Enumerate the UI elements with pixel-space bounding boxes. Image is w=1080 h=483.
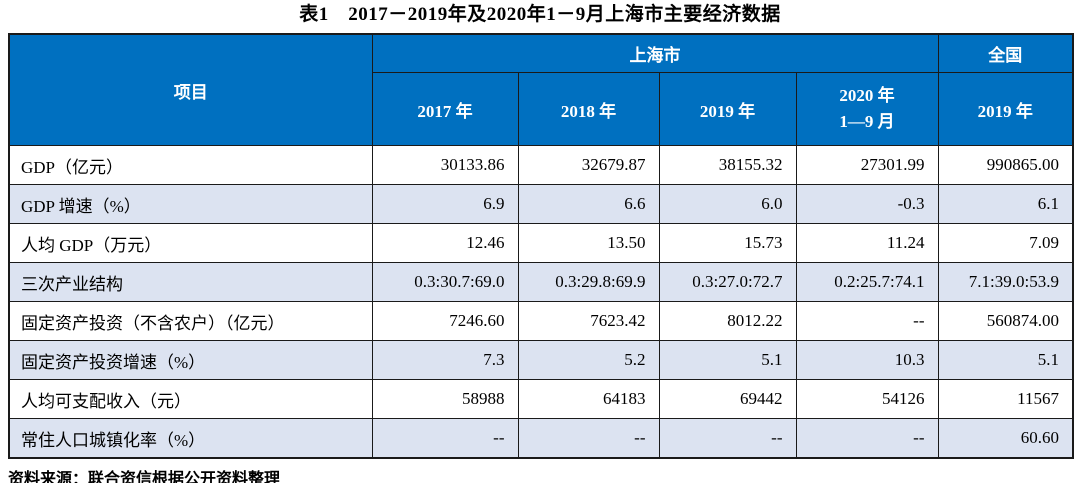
row-label: 常住人口城镇化率（%） <box>8 418 373 459</box>
cell-value: 10.3 <box>795 340 939 380</box>
row-label: 人均 GDP（万元） <box>8 223 373 263</box>
row-label: 固定资产投资增速（%） <box>8 340 373 380</box>
source-note: 资料来源：联合资信根据公开资料整理 <box>8 471 281 483</box>
cell-value: 6.1 <box>937 184 1074 224</box>
table-body: GDP（亿元） 30133.86 32679.87 38155.32 27301… <box>8 145 1074 459</box>
cell-value: 60.60 <box>937 418 1074 459</box>
cell-value: -- <box>371 418 519 459</box>
cell-value: 5.2 <box>517 340 660 380</box>
cell-value: 38155.32 <box>658 145 797 185</box>
header-row-groups: 项目 上海市 全国 <box>8 33 1074 146</box>
cell-value: 11.24 <box>795 223 939 263</box>
cell-value: 64183 <box>517 379 660 419</box>
header-year-2019: 2019 年 <box>658 72 797 146</box>
cell-value: 30133.86 <box>371 145 519 185</box>
table-row-gdp-growth: GDP 增速（%） 6.9 6.6 6.0 -0.3 6.1 <box>8 184 1074 224</box>
cell-value: 8012.22 <box>658 301 797 341</box>
table-row-fixed-asset-investment-growth: 固定资产投资增速（%） 7.3 5.2 5.1 10.3 5.1 <box>8 340 1074 380</box>
table-row-disposable-income: 人均可支配收入（元） 58988 64183 69442 54126 11567 <box>8 379 1074 419</box>
cell-value: -- <box>795 418 939 459</box>
table-row-gdp-per-capita: 人均 GDP（万元） 12.46 13.50 15.73 11.24 7.09 <box>8 223 1074 263</box>
table-header: 项目 上海市 全国 2017 年 2018 年 2019 年 2020 年 1—… <box>8 33 1074 146</box>
table-row-fixed-asset-investment: 固定资产投资（不含农户）（亿元） 7246.60 7623.42 8012.22… <box>8 301 1074 341</box>
cell-value: 27301.99 <box>795 145 939 185</box>
cell-value: 560874.00 <box>937 301 1074 341</box>
cell-value: 7246.60 <box>371 301 519 341</box>
cell-value: 15.73 <box>658 223 797 263</box>
cell-value: 7.3 <box>371 340 519 380</box>
table-title: 表1 2017－2019年及2020年1－9月上海市主要经济数据 <box>299 4 781 25</box>
cell-value: 0.3:30.7:69.0 <box>371 262 519 302</box>
cell-value: 5.1 <box>937 340 1074 380</box>
table-row-industry-structure: 三次产业结构 0.3:30.7:69.0 0.3:29.8:69.9 0.3:2… <box>8 262 1074 302</box>
cell-value: 6.9 <box>371 184 519 224</box>
header-year-2018: 2018 年 <box>517 72 660 146</box>
cell-value: 6.6 <box>517 184 660 224</box>
cell-value: 6.0 <box>658 184 797 224</box>
economic-data-table: 项目 上海市 全国 2017 年 2018 年 2019 年 2020 年 1—… <box>8 33 1074 459</box>
row-label: 人均可支配收入（元） <box>8 379 373 419</box>
cell-value: -- <box>658 418 797 459</box>
cell-value: -- <box>795 301 939 341</box>
cell-value: 32679.87 <box>517 145 660 185</box>
row-label: 三次产业结构 <box>8 262 373 302</box>
cell-value: -0.3 <box>795 184 939 224</box>
cell-value: 11567 <box>937 379 1074 419</box>
cell-value: 7.1:39.0:53.9 <box>937 262 1074 302</box>
header-year-2020-jan-sep: 2020 年 1—9 月 <box>795 72 939 146</box>
cell-value: 7.09 <box>937 223 1074 263</box>
cell-value: -- <box>517 418 660 459</box>
cell-value: 58988 <box>371 379 519 419</box>
header-national: 全国 <box>937 33 1074 73</box>
header-year-national-2019: 2019 年 <box>937 72 1074 146</box>
cell-value: 69442 <box>658 379 797 419</box>
header-year-2020-line2: 1—9 月 <box>839 112 895 131</box>
cell-value: 54126 <box>795 379 939 419</box>
table-row-gdp: GDP（亿元） 30133.86 32679.87 38155.32 27301… <box>8 145 1074 185</box>
cell-value: 5.1 <box>658 340 797 380</box>
cell-value: 7623.42 <box>517 301 660 341</box>
cell-value: 0.2:25.7:74.1 <box>795 262 939 302</box>
cell-value: 0.3:27.0:72.7 <box>658 262 797 302</box>
row-label: 固定资产投资（不含农户）（亿元） <box>8 301 373 341</box>
row-label: GDP（亿元） <box>8 145 373 185</box>
cell-value: 990865.00 <box>937 145 1074 185</box>
cell-value: 13.50 <box>517 223 660 263</box>
cell-value: 12.46 <box>371 223 519 263</box>
header-item: 项目 <box>8 33 373 146</box>
header-year-2020-line1: 2020 年 <box>839 86 895 105</box>
row-label: GDP 增速（%） <box>8 184 373 224</box>
header-row-years: 2017 年 2018 年 2019 年 2020 年 1—9 月 2019 年 <box>9 72 1074 146</box>
table-row-urbanization-rate: 常住人口城镇化率（%） -- -- -- -- 60.60 <box>8 418 1074 459</box>
header-year-2017: 2017 年 <box>371 72 519 146</box>
header-shanghai: 上海市 <box>371 33 939 73</box>
cell-value: 0.3:29.8:69.9 <box>517 262 660 302</box>
